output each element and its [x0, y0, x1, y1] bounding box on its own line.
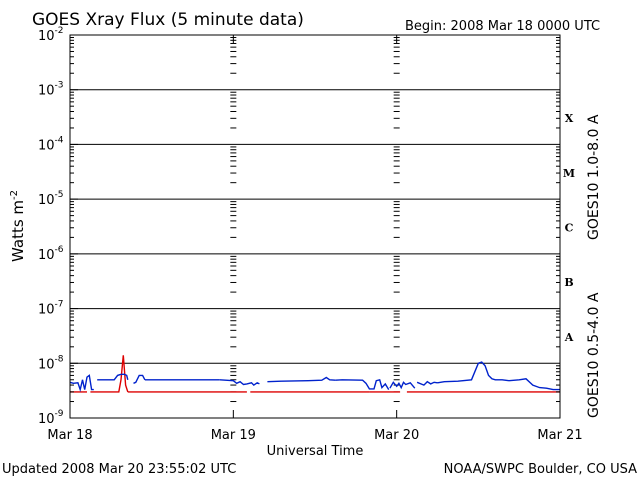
begin-time: Begin: 2008 Mar 18 0000 UTC	[405, 19, 600, 34]
series-0-segment	[90, 355, 129, 393]
series-1-segment	[97, 373, 122, 381]
updated-time: Updated 2008 Mar 20 23:55:02 UTC	[2, 462, 236, 477]
x-tick-label: Mar 21	[537, 428, 582, 443]
x-axis-label: Universal Time	[267, 444, 364, 459]
flare-class-c: C	[565, 222, 574, 235]
series-1-segment	[267, 376, 336, 383]
plot-frame	[69, 34, 561, 419]
x-tick-label: Mar 18	[47, 428, 92, 443]
legend-goes10-short: GOES10 0.5-4.0 A	[586, 292, 602, 418]
series-1-segment	[69, 374, 94, 393]
flare-class-b: B	[564, 276, 573, 289]
y-tick-label: 10-8	[38, 354, 64, 372]
series-1-segment	[389, 381, 416, 390]
y-axis-label: Watts m-2	[9, 190, 27, 262]
y-tick-label: 10-2	[38, 26, 64, 44]
x-tick-label: Mar 19	[211, 428, 256, 443]
series-1-segment	[121, 373, 129, 380]
y-tick-label: 10-9	[38, 409, 64, 427]
y-tick-label: 10-5	[38, 190, 64, 208]
flare-class-a: A	[564, 331, 574, 344]
y-tick-label: 10-4	[38, 135, 64, 153]
flare-class-m: M	[563, 167, 575, 180]
series-1-segment	[416, 380, 438, 386]
flare-class-x: X	[565, 112, 574, 125]
y-tick-label: 10-7	[38, 300, 64, 318]
y-tick-label: 10-3	[38, 81, 64, 99]
chart-title: GOES Xray Flux (5 minute data)	[32, 10, 304, 30]
y-axis-ticks: 10-9 10-8 10-7 10-6 10-5 10-4 10-3 10-2	[38, 26, 560, 427]
series-1-segment	[335, 378, 390, 390]
series-1-segment	[133, 374, 146, 384]
legend-goes10-long: GOES10 1.0-8.0 A	[586, 114, 602, 240]
series-goes10-short	[69, 361, 560, 393]
series-1-segment	[219, 379, 260, 387]
y-tick-label: 10-6	[38, 245, 64, 263]
series-1-segment	[437, 361, 510, 384]
x-tick-label: Mar 20	[374, 428, 419, 443]
series-1-segment	[508, 378, 560, 391]
minor-ticks	[230, 37, 400, 403]
flare-class-labels: A B C M X	[563, 112, 575, 344]
x-axis-ticks: Mar 18 Mar 19 Mar 20 Mar 21	[47, 35, 583, 443]
series-goes10-long	[70, 355, 560, 393]
source-credit: NOAA/SWPC Boulder, CO USA	[444, 462, 637, 477]
